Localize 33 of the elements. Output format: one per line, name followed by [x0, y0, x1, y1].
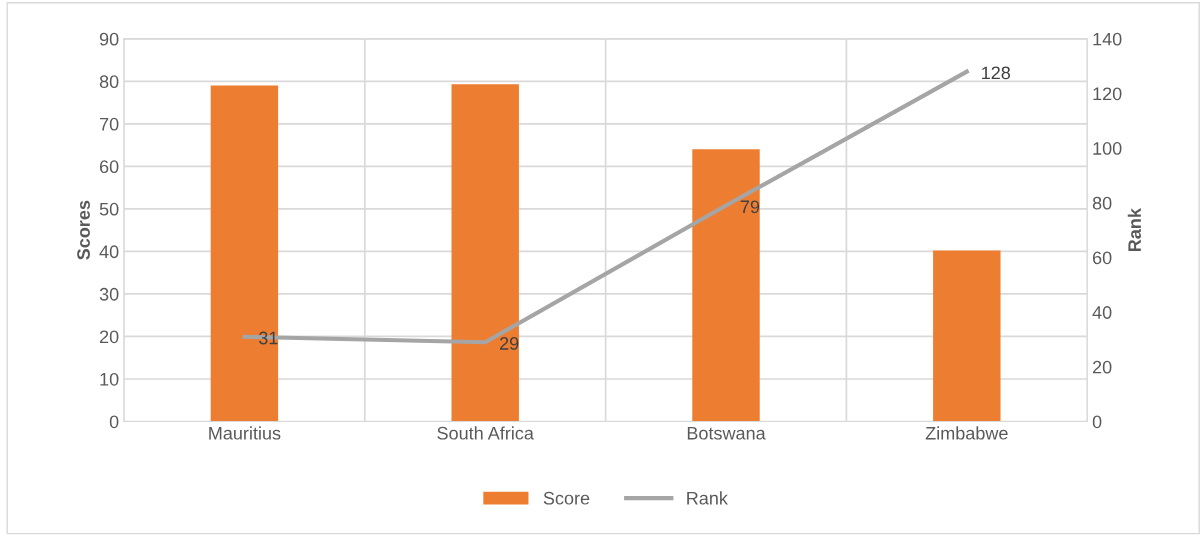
y-tick-label: 10: [100, 372, 119, 386]
y-tick-label: 80: [99, 75, 119, 89]
y2-axis-title: Rank: [1127, 208, 1142, 252]
y2-tick-label: 40: [1092, 306, 1112, 319]
y2-tick-label: 120: [1093, 87, 1122, 101]
x-tick-label: Mauritius: [209, 426, 281, 440]
y-tick-label: 90: [99, 32, 119, 46]
y-tick-label: 70: [100, 117, 119, 131]
y-tick-label: 0: [109, 415, 119, 429]
y2-tick-label: 100: [1093, 142, 1122, 155]
y-axis-title: Scores: [77, 200, 90, 260]
data-label: 29: [500, 337, 519, 350]
bar: [210, 85, 279, 422]
x-tick-label: Botswana: [687, 427, 766, 440]
y2-tick-label: 80: [1092, 196, 1112, 210]
x-tick-label: Zimbabwe: [925, 426, 1008, 440]
y2-tick-label: 20: [1092, 360, 1112, 374]
y2-tick-label: 60: [1092, 251, 1112, 265]
y-tick-label: 40: [99, 245, 119, 259]
legend-label: Rank: [687, 491, 728, 505]
y-tick-label: 50: [99, 202, 119, 216]
y-tick-label: 60: [99, 160, 119, 174]
data-label: 79: [740, 200, 760, 214]
y-tick-label: 20: [99, 330, 119, 344]
bar: [692, 149, 760, 422]
y2-tick-label: 140: [1093, 32, 1122, 46]
y2-tick-label: 0: [1092, 415, 1102, 429]
y-tick-label: 30: [99, 287, 119, 301]
bar: [933, 250, 1001, 422]
x-tick-label: South Africa: [437, 426, 534, 440]
data-label: 128: [982, 66, 1011, 80]
legend-label: Score: [543, 491, 590, 505]
bar: [451, 84, 519, 422]
